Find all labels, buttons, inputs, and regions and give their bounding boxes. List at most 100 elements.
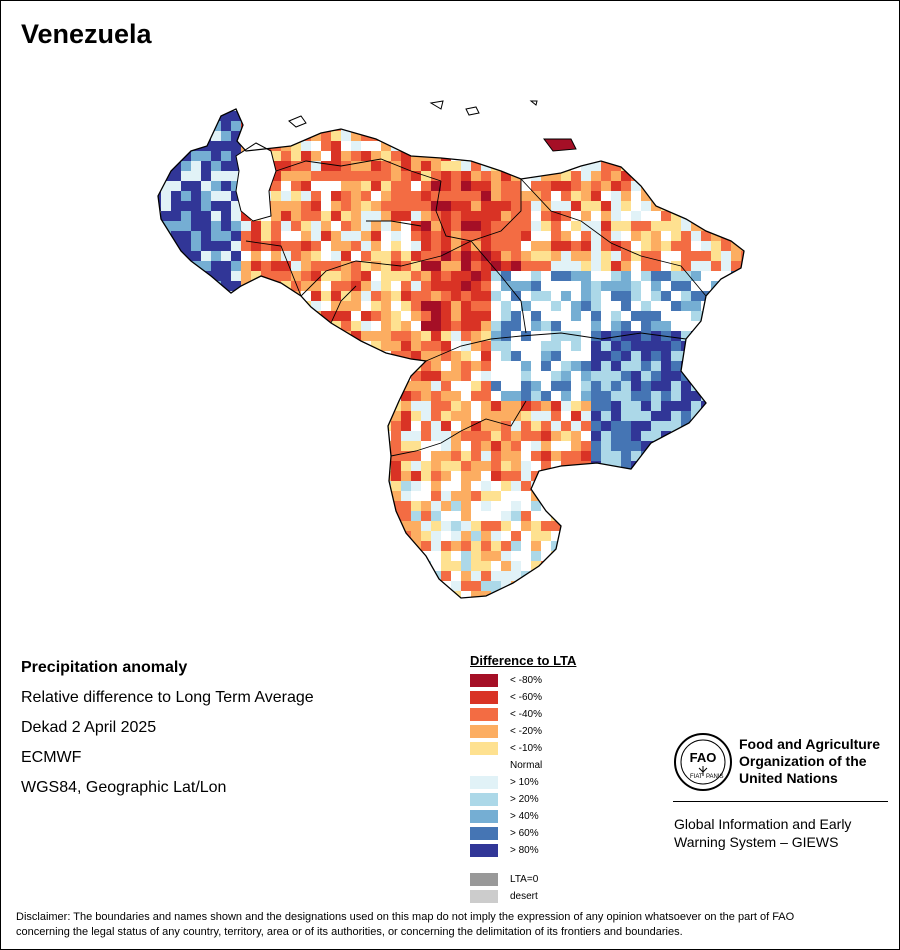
map-cell (661, 361, 671, 371)
map-cell (321, 271, 331, 281)
map-cell (311, 541, 321, 551)
map-cell (321, 161, 331, 171)
map-cell (591, 441, 601, 451)
map-cell (691, 111, 701, 121)
map-cell (371, 401, 381, 411)
map-cell (651, 571, 661, 581)
map-cell (691, 311, 701, 321)
map-cell (611, 211, 621, 221)
map-cell (281, 91, 291, 101)
organization-name: Food and Agriculture Organization of the… (739, 736, 881, 786)
map-cell (191, 361, 201, 371)
map-cell (621, 201, 631, 211)
map-cell (351, 331, 361, 341)
map-cell (161, 261, 171, 271)
map-cell (591, 231, 601, 241)
map-cell (311, 601, 321, 611)
map-cell (681, 381, 691, 391)
map-cell (441, 121, 451, 131)
map-cell (371, 251, 381, 261)
map-cell (681, 271, 691, 281)
map-cell (571, 321, 581, 331)
map-cell (651, 361, 661, 371)
map-cell (401, 91, 411, 101)
map-cell (571, 121, 581, 131)
map-cell (591, 411, 601, 421)
map-cell (411, 211, 421, 221)
map-cell (611, 491, 621, 501)
map-cell (271, 351, 281, 361)
svg-text:FIAT: FIAT (690, 774, 703, 780)
map-cell (371, 291, 381, 301)
map-cell (601, 251, 611, 261)
map-cell (701, 411, 711, 421)
map-cell (741, 431, 744, 441)
map-cell (221, 221, 231, 231)
map-cell (711, 381, 721, 391)
map-cell (621, 471, 631, 481)
map-cell (331, 211, 341, 221)
map-cell (531, 531, 541, 541)
map-cell (211, 501, 221, 511)
map-cell (671, 301, 681, 311)
map-cell (711, 401, 721, 411)
map-cell (371, 391, 381, 401)
map-cell (741, 491, 744, 501)
map-cell (181, 351, 191, 361)
map-cell (511, 411, 521, 421)
map-cell (161, 521, 171, 531)
map-cell (191, 341, 201, 351)
map-cell (591, 511, 601, 521)
map-cell (571, 151, 581, 161)
map-cell (411, 291, 421, 301)
map-cell (631, 271, 641, 281)
map-cell (201, 251, 211, 261)
map-cell (511, 109, 521, 111)
map-cell (161, 561, 171, 571)
map-cell (351, 501, 361, 511)
map-cell (501, 411, 511, 421)
map-cell (401, 571, 411, 581)
map-cell (251, 331, 261, 341)
map-cell (221, 451, 231, 461)
map-cell (161, 401, 171, 411)
map-cell (641, 251, 651, 261)
map-cell (451, 281, 461, 291)
map-cell (531, 191, 541, 201)
map-cell (401, 341, 411, 351)
map-cell (171, 131, 181, 141)
map-cell (431, 361, 441, 371)
map-cell (551, 471, 561, 481)
map-cell (391, 281, 401, 291)
map-cell (591, 251, 601, 261)
map-cell (681, 571, 691, 581)
map-cell (231, 261, 241, 271)
map-cell (431, 291, 441, 301)
map-cell (351, 301, 361, 311)
map-cell (571, 391, 581, 401)
map-cell (321, 421, 331, 431)
map-cell (381, 111, 391, 121)
map-cell (551, 421, 561, 431)
map-cell (551, 281, 561, 291)
map-cell (401, 561, 411, 571)
map-cell (241, 321, 251, 331)
map-cell (231, 181, 241, 191)
map-cell (231, 121, 241, 131)
map-cell (461, 511, 471, 521)
map-cell (641, 161, 651, 171)
map-cell (621, 491, 631, 501)
map-cell (181, 581, 191, 591)
map-cell (251, 361, 261, 371)
map-cell (351, 491, 361, 501)
map-cell (711, 441, 721, 451)
map-cell (291, 241, 301, 251)
map-cell (561, 451, 571, 461)
map-cell (731, 371, 741, 381)
map-cell (541, 91, 551, 101)
map-cell (721, 111, 731, 121)
map-cell (291, 571, 301, 581)
map-cell (361, 271, 371, 281)
map-cell (471, 321, 481, 331)
map-cell (601, 191, 611, 201)
